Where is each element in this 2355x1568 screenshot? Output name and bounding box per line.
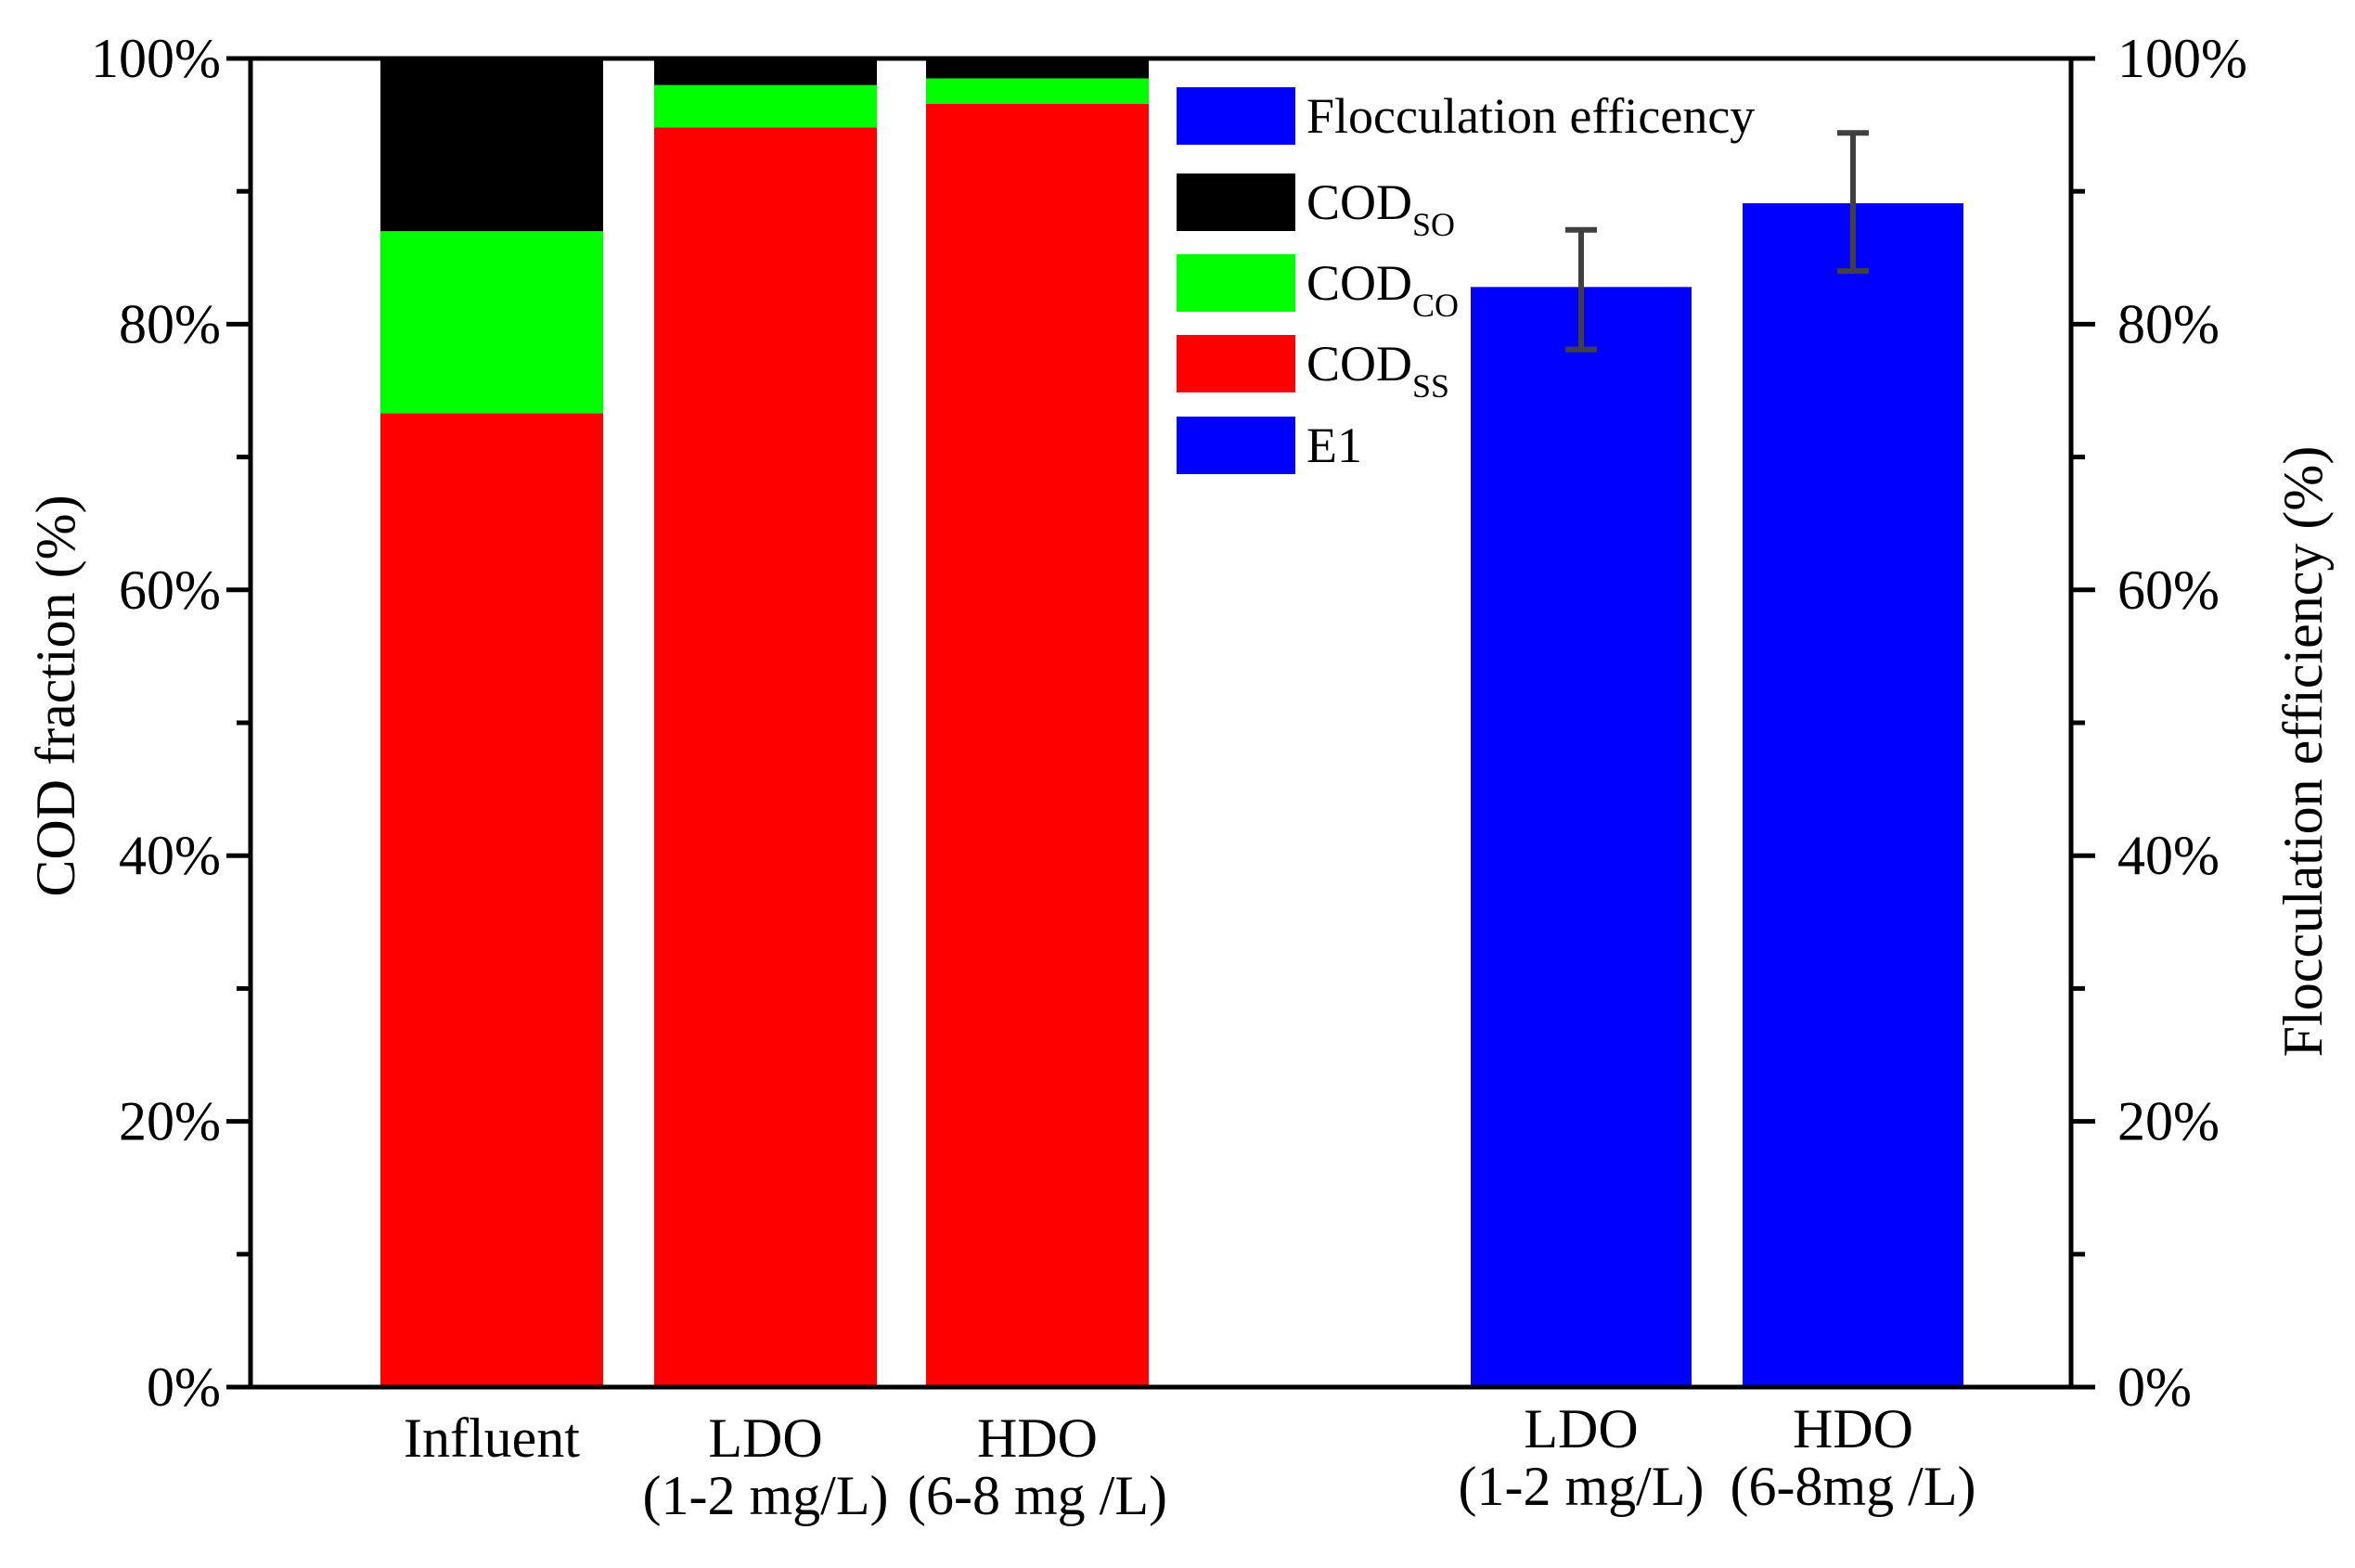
y-right-tick-label-3: 60% xyxy=(2117,559,2220,621)
y-right-tick-label-2: 40% xyxy=(2117,825,2220,886)
legend-swatch-1 xyxy=(1177,174,1295,231)
legend-swatch-0 xyxy=(1177,87,1295,145)
y-axis-left-title: COD fraction (%) xyxy=(25,495,86,896)
cod-ss-bar-2 xyxy=(926,103,1149,1388)
category-label-stacked-1-line-0: LDO xyxy=(708,1407,822,1469)
legend-label-sub-1: SO xyxy=(1412,206,1455,243)
legend-label-0: Flocculation efficency xyxy=(1306,88,1755,144)
category-label-efficiency-1-line-1: (6-8mg /L) xyxy=(1731,1456,1976,1517)
cod-so-bar-2 xyxy=(926,58,1149,79)
e1-bar-1 xyxy=(1743,203,1963,1387)
category-label-stacked-2-line-0: HDO xyxy=(977,1407,1098,1469)
cod-co-bar-0 xyxy=(380,231,603,414)
labels-layer: Influent LDO(1-2 mg/L)HDO(6-8 mg /L)LDO(1… xyxy=(91,28,2247,1526)
category-label-efficiency-0-line-1: (1-2 mg/L) xyxy=(1459,1456,1705,1517)
category-label-efficiency-1-line-0: HDO xyxy=(1793,1398,1913,1459)
y-left-tick-label-1: 20% xyxy=(119,1091,221,1152)
cod-so-bar-1 xyxy=(654,58,877,85)
category-label-stacked-0-line-0: Influent xyxy=(404,1407,580,1469)
y-left-tick-label-3: 60% xyxy=(119,559,221,621)
y-left-tick-label-4: 80% xyxy=(119,293,221,354)
cod-co-bar-2 xyxy=(926,78,1149,104)
category-label-stacked-1-line-1: (1-2 mg/L) xyxy=(643,1465,889,1526)
category-label-efficiency-0-line-0: LDO xyxy=(1524,1398,1638,1459)
y-right-tick-label-4: 80% xyxy=(2117,293,2220,354)
legend-label-main-3: COD xyxy=(1306,336,1412,392)
legend-label-2: CODCO xyxy=(1306,255,1459,324)
y-left-tick-label-5: 100% xyxy=(91,28,221,89)
e1-bar-0 xyxy=(1471,287,1692,1388)
y-right-tick-label-1: 20% xyxy=(2117,1091,2220,1152)
bars-layer xyxy=(380,58,1963,1388)
y-right-tick-label-0: 0% xyxy=(2117,1356,2192,1418)
category-label-stacked-2-line-1: (6-8 mg /L) xyxy=(907,1465,1167,1526)
axes-layer xyxy=(226,56,2095,1390)
cod-so-bar-0 xyxy=(380,58,603,232)
y-left-tick-label-2: 40% xyxy=(119,825,221,886)
y-axis-right-title: Flocculation efficiency (%) xyxy=(2272,446,2334,1058)
legend-label-main-0: Flocculation efficency xyxy=(1306,88,1755,144)
legend-label-main-4: E1 xyxy=(1306,418,1362,473)
legend-label-4: E1 xyxy=(1306,418,1362,473)
y-left-tick-label-0: 0% xyxy=(147,1356,221,1418)
legend-label-main-1: COD xyxy=(1306,174,1412,230)
y-right-tick-label-5: 100% xyxy=(2117,28,2247,89)
cod-co-bar-1 xyxy=(654,84,877,128)
legend-label-3: CODSS xyxy=(1306,336,1449,405)
legend-label-main-2: COD xyxy=(1306,255,1412,311)
legend-swatch-3 xyxy=(1177,335,1295,392)
cod-ss-bar-1 xyxy=(654,127,877,1388)
legend-label-sub-3: SS xyxy=(1412,367,1449,405)
cod-ss-bar-0 xyxy=(380,413,603,1387)
legend-label-1: CODSO xyxy=(1306,174,1455,243)
legend-label-sub-2: CO xyxy=(1412,287,1459,324)
legend-swatch-4 xyxy=(1177,417,1295,474)
legend-swatch-2 xyxy=(1177,254,1295,312)
